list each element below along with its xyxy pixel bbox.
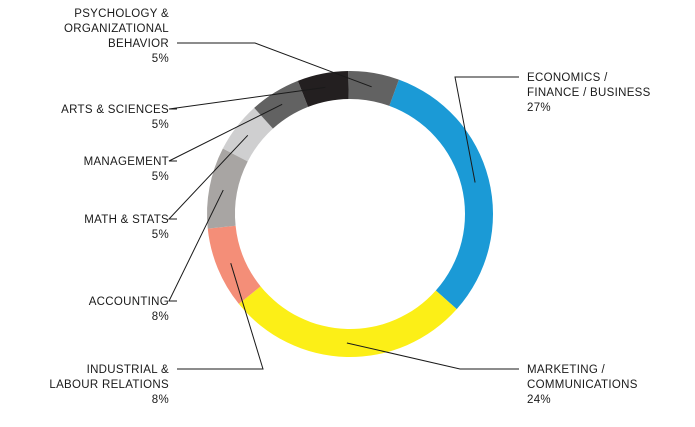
category-label-psychology-and-organizational-behavior-line-1: PSYCHOLOGY & [74, 8, 169, 20]
donut-slices [207, 71, 494, 358]
slice-accounting [207, 148, 248, 229]
slice-industrial-and-labour-relations [207, 225, 261, 304]
slice-arts-and-sciences [297, 71, 349, 107]
category-label-industrial-and-labour-relations-line-2: LABOUR RELATIONS [49, 379, 169, 391]
leader-lines [167, 42, 519, 370]
leader-line-marketing-communications [346, 342, 519, 370]
leader-line-industrial-and-labour-relations [177, 263, 264, 370]
leader-line-arts-and-sciences [168, 86, 326, 110]
leader-line-economics-finance-business [454, 76, 519, 183]
category-label-marketing-communications-line-2: COMMUNICATIONS [527, 379, 638, 391]
leader-line-math-and-stats [167, 134, 249, 220]
category-label-math-and-stats-line-1: MATH & STATS [84, 214, 169, 226]
category-label-economics-finance-business-line-2: FINANCE / BUSINESS [527, 87, 651, 99]
category-label-economics-finance-business-line-1: ECONOMICS / [527, 72, 608, 84]
value-label-arts-and-sciences: 5% [152, 119, 169, 131]
slice-marketing-communications [238, 286, 457, 358]
value-label-psychology-and-organizational-behavior: 5% [152, 53, 169, 65]
category-label-marketing-communications-line-1: MARKETING / [527, 364, 606, 376]
category-label-psychology-and-organizational-behavior-line-2: ORGANIZATIONAL [64, 23, 169, 35]
slice-psychology-and-organizational-behavior [348, 71, 399, 106]
value-label-industrial-and-labour-relations: 8% [152, 394, 169, 406]
value-label-accounting: 8% [152, 311, 169, 323]
category-label-management-line-1: MANAGEMENT [84, 156, 169, 168]
value-label-marketing-communications: 24% [527, 394, 551, 406]
category-label-psychology-and-organizational-behavior-line-3: BEHAVIOR [108, 38, 169, 50]
slice-economics-finance-business [389, 79, 494, 310]
category-label-industrial-and-labour-relations-line-1: INDUSTRIAL & [87, 364, 169, 376]
leader-line-psychology-and-organizational-behavior [177, 42, 372, 88]
slice-labels: ECONOMICS / FINANCE / BUSINESS 27% MARKETIN… [49, 8, 650, 406]
category-label-accounting-line-1: ACCOUNTING [89, 296, 169, 308]
category-label-arts-and-sciences-line-1: ARTS & SCIENCES [61, 104, 169, 116]
value-label-economics-finance-business: 27% [527, 102, 551, 114]
value-label-math-and-stats: 5% [152, 229, 169, 241]
value-label-management: 5% [152, 171, 169, 183]
leader-line-accounting [168, 189, 224, 302]
leader-line-management [168, 103, 283, 162]
